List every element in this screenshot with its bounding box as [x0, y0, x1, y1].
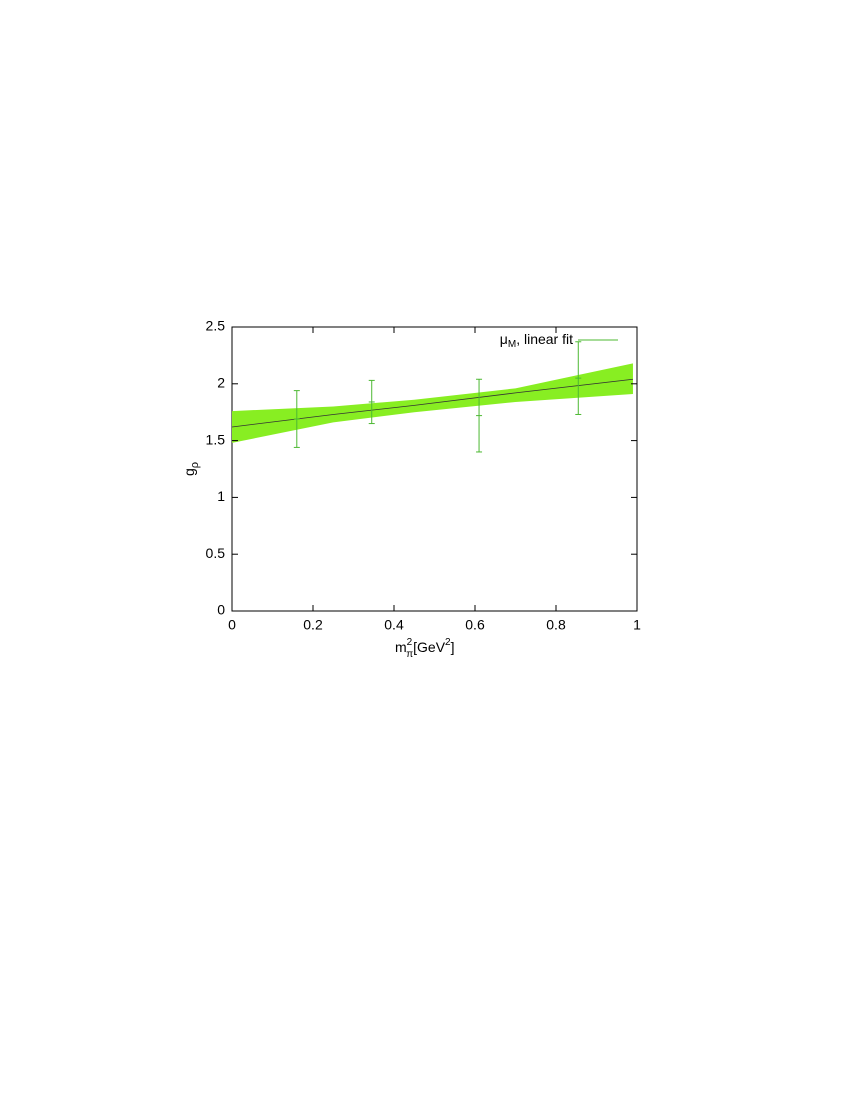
x-tick-label: 0.2 [303, 617, 323, 633]
x-label-close: ] [451, 639, 455, 655]
plot-frame [231, 326, 638, 612]
error-bar [368, 379, 375, 425]
y-tick-label: 1 [217, 488, 225, 504]
x-label-base: m [395, 639, 407, 655]
x-axis-label: m2 π[GeV2] [395, 637, 455, 660]
x-tick-label: 0.4 [384, 617, 404, 633]
x-tick-label: 1 [633, 617, 641, 633]
error-bar [293, 390, 300, 448]
y-label-base: g [181, 468, 197, 476]
legend-text: , linear fit [516, 331, 573, 347]
y-axis-label: gρ [181, 462, 201, 476]
x-label-sup: 2 [407, 637, 413, 648]
y-tick-label: 2.5 [206, 318, 226, 334]
fit-line [231, 378, 633, 428]
x-label-unit-sup: 2 [445, 637, 451, 648]
legend-subscript: M [508, 339, 516, 350]
x-tick-label: 0.6 [465, 617, 485, 633]
y-tick-label: 1.5 [206, 431, 226, 447]
y-tick-label: 2 [217, 375, 225, 391]
legend-symbol: μ [500, 331, 508, 347]
error-bar [575, 341, 582, 415]
legend-label: μM, linear fit [500, 331, 573, 350]
y-tick-label: 0.5 [206, 545, 226, 561]
y-tick-label: 0 [217, 602, 225, 618]
x-label-unit: [GeV [413, 639, 446, 655]
x-tick-label: 0 [228, 617, 236, 633]
x-tick-label: 0.8 [546, 617, 566, 633]
y-label-sub: ρ [189, 462, 201, 468]
error-bar [476, 378, 483, 453]
x-label-sub: π [406, 649, 413, 660]
